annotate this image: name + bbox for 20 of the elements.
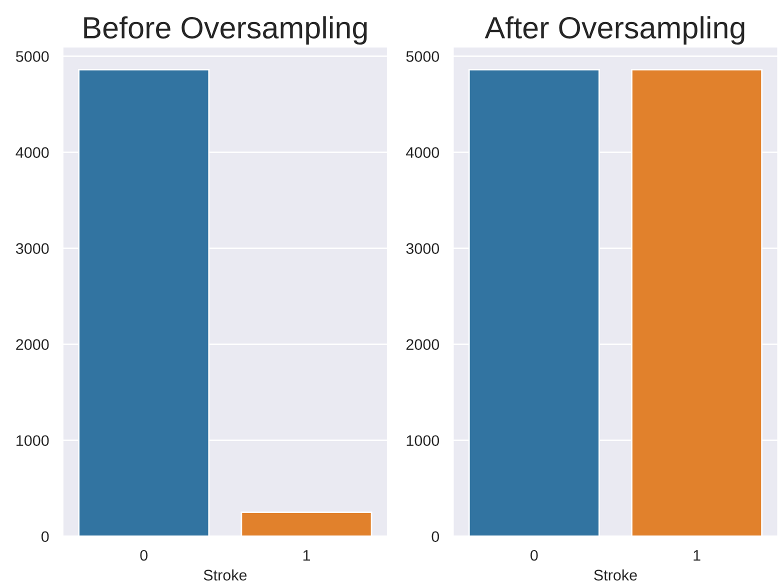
y-tick-label: 4000 bbox=[16, 147, 49, 158]
y-tick-label: 3000 bbox=[16, 243, 49, 254]
y-tick-label: 0 bbox=[41, 531, 49, 542]
x-tick-label: 0 bbox=[140, 550, 148, 561]
x-axis-title: Stroke bbox=[204, 569, 247, 581]
y-tick-label: 5000 bbox=[406, 51, 440, 62]
chart-title: Before Oversampling bbox=[84, 16, 367, 45]
y-tick-label: 2000 bbox=[406, 339, 440, 350]
x-tick-label: 1 bbox=[303, 550, 310, 561]
x-tick-label: 0 bbox=[530, 550, 538, 561]
y-tick-label: 3000 bbox=[406, 243, 440, 254]
chart-title: After Oversampling bbox=[484, 16, 744, 45]
y-tick-label: 5000 bbox=[16, 51, 49, 62]
x-axis-title: Stroke bbox=[594, 569, 637, 581]
y-tick-label: 2000 bbox=[16, 339, 49, 350]
y-tick-label: 0 bbox=[432, 531, 440, 542]
x-tick-label: 1 bbox=[694, 550, 700, 561]
y-tick-label: 1000 bbox=[16, 435, 49, 446]
y-tick-label: 1000 bbox=[406, 435, 440, 446]
y-tick-label: 4000 bbox=[406, 147, 440, 158]
